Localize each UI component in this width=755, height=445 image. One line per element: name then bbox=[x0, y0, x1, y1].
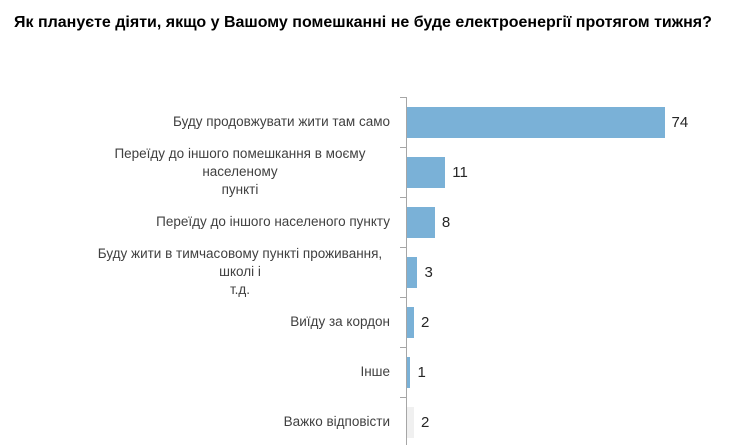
chart-row: Важко відповісти 2 bbox=[0, 397, 755, 445]
bar-cell: 2 bbox=[398, 397, 755, 445]
bar bbox=[407, 406, 414, 438]
category-label: Буду продовжувати жити там само bbox=[173, 113, 390, 129]
bar bbox=[407, 156, 446, 188]
plot-area: Буду продовжувати жити там само 74 Переїду… bbox=[0, 97, 755, 445]
category-label-cell: Буду жити в тимчасовому пункті проживанн… bbox=[0, 245, 398, 300]
bar bbox=[407, 306, 414, 338]
chart-row: Буду продовжувати жити там само 74 bbox=[0, 97, 755, 147]
category-label-cell: Переїду до іншого помешкання в моєму нас… bbox=[0, 145, 398, 200]
category-label-cell: Переїду до іншого населеного пункту bbox=[0, 213, 398, 231]
bar bbox=[407, 206, 435, 238]
bar-cell: 1 bbox=[398, 347, 755, 397]
category-label: Виїду за кордон bbox=[290, 313, 390, 329]
category-label: Важко відповісти bbox=[283, 413, 390, 429]
bar-cell: 8 bbox=[398, 197, 755, 247]
bar bbox=[407, 256, 418, 288]
axis-tick bbox=[400, 347, 407, 348]
chart-title: Як плануєте діяти, якщо у Вашому помешка… bbox=[14, 14, 712, 31]
axis-tick bbox=[400, 247, 407, 248]
value-label: 3 bbox=[424, 263, 433, 281]
bar bbox=[407, 106, 665, 138]
category-label: Інше bbox=[360, 363, 390, 379]
axis-tick bbox=[400, 297, 407, 298]
chart-row: Виїду за кордон 2 bbox=[0, 297, 755, 347]
chart-row: Інше 1 bbox=[0, 347, 755, 397]
category-label-cell: Виїду за кордон bbox=[0, 313, 398, 331]
bar-cell: 74 bbox=[398, 97, 755, 147]
chart-row: Переїду до іншого населеного пункту 8 bbox=[0, 197, 755, 247]
bar-cell: 2 bbox=[398, 297, 755, 347]
bar-cell: 11 bbox=[398, 147, 755, 197]
chart-rows: Буду продовжувати жити там само 74 Переїду… bbox=[0, 97, 755, 445]
axis-tick bbox=[400, 397, 407, 398]
category-label: Буду жити в тимчасовому пункті проживанн… bbox=[97, 245, 383, 298]
axis-tick bbox=[400, 197, 407, 198]
category-label: Переїду до іншого помешкання в моєму нас… bbox=[114, 145, 366, 198]
axis-tick bbox=[400, 147, 407, 148]
category-label-cell: Буду продовжувати жити там само bbox=[0, 113, 398, 131]
category-label-cell: Важко відповісти bbox=[0, 413, 398, 431]
bar bbox=[407, 356, 411, 388]
value-label: 2 bbox=[420, 413, 430, 431]
chart-row: Буду жити в тимчасовому пункті проживанн… bbox=[0, 245, 755, 300]
value-label: 11 bbox=[452, 163, 468, 181]
category-label: Переїду до іншого населеного пункту bbox=[156, 213, 390, 229]
category-axis-line bbox=[406, 97, 407, 445]
axis-tick bbox=[400, 97, 407, 98]
chart-row: Переїду до іншого помешкання в моєму нас… bbox=[0, 145, 755, 200]
value-label: 1 bbox=[417, 363, 426, 381]
bar-cell: 3 bbox=[398, 247, 755, 297]
category-label-cell: Інше bbox=[0, 363, 398, 381]
value-label: 2 bbox=[420, 313, 430, 331]
value-label: 8 bbox=[441, 213, 451, 231]
value-label: 74 bbox=[671, 113, 689, 131]
